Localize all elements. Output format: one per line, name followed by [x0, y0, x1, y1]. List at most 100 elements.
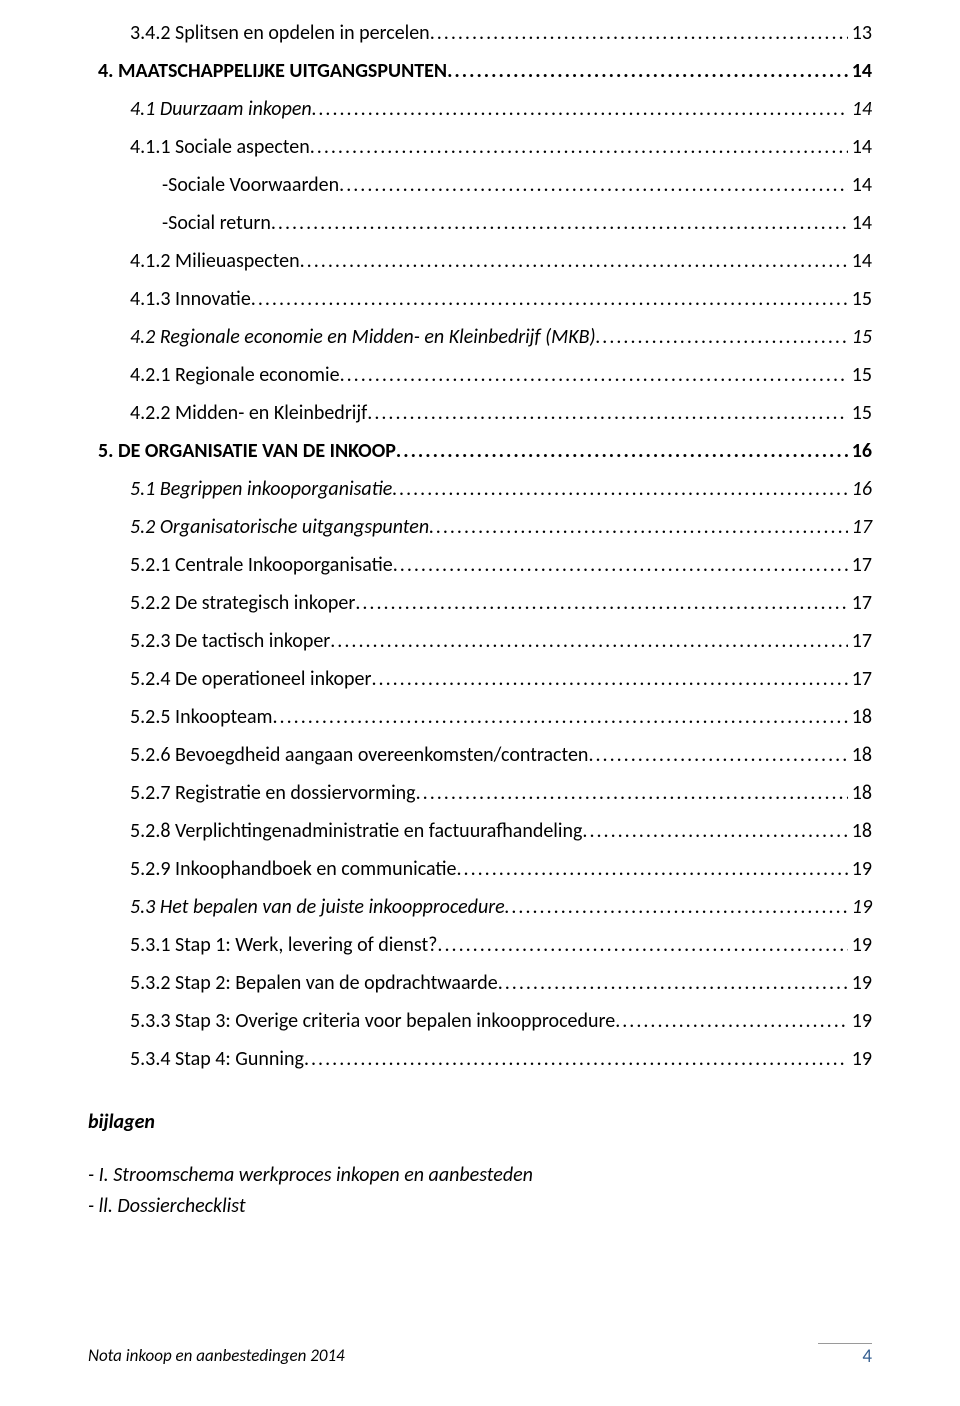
- toc-entry-page: 18: [848, 812, 872, 850]
- toc-entry-page: 19: [848, 1002, 872, 1040]
- toc-entry-label: 5. DE ORGANISATIE VAN DE INKOOP: [98, 432, 396, 470]
- toc-entry-label: 5.2.2 De strategisch inkoper: [130, 584, 355, 622]
- toc-entry-page: 19: [848, 926, 872, 964]
- toc-entry: 5.2.2 De strategisch inkoper............…: [88, 584, 872, 622]
- toc-entry: 5. DE ORGANISATIE VAN DE INKOOP.........…: [88, 432, 872, 470]
- toc-entry-label: 4.2.1 Regionale economie: [130, 356, 340, 394]
- toc-dot-leader: ........................................…: [498, 964, 848, 1002]
- toc-dot-leader: ........................................…: [396, 432, 848, 470]
- toc-entry: -Social return..........................…: [88, 204, 872, 242]
- toc-entry-label: 5.2.9 Inkoophandboek en communicatie: [130, 850, 456, 888]
- toc-entry: 4.1.3 Innovatie.........................…: [88, 280, 872, 318]
- toc-dot-leader: ........................................…: [304, 1040, 848, 1078]
- toc-entry-page: 14: [848, 166, 872, 204]
- toc-entry-page: 17: [848, 584, 872, 622]
- toc-entry-label: 4.1.1 Sociale aspecten: [130, 128, 310, 166]
- toc-entry: 5.3.1 Stap 1: Werk, levering of dienst?.…: [88, 926, 872, 964]
- toc-entry-page: 15: [848, 280, 872, 318]
- toc-entry-label: 5.2.6 Bevoegdheid aangaan overeenkomsten…: [130, 736, 588, 774]
- toc-entry-label: 5.2.4 De operationeel inkoper: [130, 660, 371, 698]
- toc-dot-leader: ........................................…: [340, 356, 848, 394]
- toc-entry: 5.3.2 Stap 2: Bepalen van de opdrachtwaa…: [88, 964, 872, 1002]
- toc-entry: 4.1 Duurzaam inkopen....................…: [88, 90, 872, 128]
- toc-entry-label: 5.2.1 Centrale Inkooporganisatie: [130, 546, 393, 584]
- toc-dot-leader: ........................................…: [582, 812, 847, 850]
- toc-dot-leader: ........................................…: [430, 14, 848, 52]
- toc-dot-leader: ........................................…: [393, 546, 848, 584]
- toc-dot-leader: ........................................…: [596, 318, 848, 356]
- toc-dot-leader: ........................................…: [312, 90, 848, 128]
- toc-entry-label: 4.1.2 Milieuaspecten: [130, 242, 300, 280]
- appendix-item: - ll. Dossierchecklist: [88, 1191, 872, 1222]
- toc-entry: -Sociale Voorwaarden....................…: [88, 166, 872, 204]
- toc-entry-page: 19: [848, 964, 872, 1002]
- toc-entry-label: 5.2.7 Registratie en dossiervorming: [130, 774, 416, 812]
- toc-entry-page: 17: [848, 660, 872, 698]
- toc-entry-label: 5.3 Het bepalen van de juiste inkoopproc…: [130, 888, 505, 926]
- toc-entry: 4.2.2 Midden- en Kleinbedrijf...........…: [88, 394, 872, 432]
- toc-entry: 5.3.3 Stap 3: Overige criteria voor bepa…: [88, 1002, 872, 1040]
- toc-dot-leader: ........................................…: [310, 128, 848, 166]
- toc-entry: 5.2.3 De tactisch inkoper...............…: [88, 622, 872, 660]
- toc-entry-label: -Social return: [162, 204, 271, 242]
- toc-entry: 3.4.2 Splitsen en opdelen in percelen...…: [88, 14, 872, 52]
- toc-entry: 5.2.7 Registratie en dossiervorming.....…: [88, 774, 872, 812]
- footer-rule: [818, 1343, 872, 1344]
- toc-dot-leader: ........................................…: [392, 470, 847, 508]
- toc-entry: 5.2.5 Inkoopteam........................…: [88, 698, 872, 736]
- toc-entry: 4.2 Regionale economie en Midden- en Kle…: [88, 318, 872, 356]
- toc-entry-page: 14: [848, 52, 872, 90]
- toc-entry-label: 5.2.5 Inkoopteam: [130, 698, 273, 736]
- toc-entry-page: 15: [848, 394, 872, 432]
- toc-entry-label: 3.4.2 Splitsen en opdelen in percelen: [130, 14, 430, 52]
- toc-entry-page: 18: [848, 736, 872, 774]
- toc-entry-page: 15: [848, 318, 872, 356]
- toc-entry: 5.2 Organisatorische uitgangspunten.....…: [88, 508, 872, 546]
- page-footer: Nota inkoop en aanbestedingen 2014 4: [88, 1345, 872, 1366]
- toc-entry: 4.1.1 Sociale aspecten..................…: [88, 128, 872, 166]
- toc-entry: 5.2.8 Verplichtingenadministratie en fac…: [88, 812, 872, 850]
- toc-dot-leader: ........................................…: [371, 660, 847, 698]
- toc-dot-leader: ........................................…: [355, 584, 847, 622]
- toc-dot-leader: ........................................…: [429, 508, 848, 546]
- toc-entry: 5.2.4 De operationeel inkoper...........…: [88, 660, 872, 698]
- toc-entry-label: 5.2 Organisatorische uitgangspunten: [130, 508, 429, 546]
- toc-dot-leader: ........................................…: [505, 888, 848, 926]
- table-of-contents: 3.4.2 Splitsen en opdelen in percelen...…: [88, 14, 872, 1078]
- toc-entry: 5.2.6 Bevoegdheid aangaan overeenkomsten…: [88, 736, 872, 774]
- toc-entry-page: 18: [848, 698, 872, 736]
- toc-entry: 5.2.1 Centrale Inkooporganisatie........…: [88, 546, 872, 584]
- appendix-item: - I. Stroomschema werkproces inkopen en …: [88, 1160, 872, 1191]
- toc-entry: 4. MAATSCHAPPELIJKE UITGANGSPUNTEN......…: [88, 52, 872, 90]
- toc-entry-page: 17: [848, 508, 872, 546]
- toc-entry-page: 14: [848, 128, 872, 166]
- toc-entry-page: 13: [848, 14, 872, 52]
- toc-dot-leader: ........................................…: [437, 926, 847, 964]
- toc-entry-page: 16: [848, 470, 872, 508]
- toc-entry-page: 18: [848, 774, 872, 812]
- appendices-heading: bijlagen: [88, 1110, 872, 1134]
- toc-entry-label: -Sociale Voorwaarden: [162, 166, 339, 204]
- toc-entry: 5.1 Begrippen inkooporganisatie.........…: [88, 470, 872, 508]
- toc-dot-leader: ........................................…: [300, 242, 848, 280]
- toc-entry-page: 19: [848, 1040, 872, 1078]
- toc-entry-label: 4.1.3 Innovatie: [130, 280, 251, 318]
- toc-dot-leader: ........................................…: [330, 622, 847, 660]
- toc-entry-label: 5.2.3 De tactisch inkoper: [130, 622, 330, 660]
- toc-entry-label: 4.1 Duurzaam inkopen: [130, 90, 312, 128]
- toc-entry: 5.3 Het bepalen van de juiste inkoopproc…: [88, 888, 872, 926]
- toc-dot-leader: ........................................…: [271, 204, 848, 242]
- toc-entry: 4.1.2 Milieuaspecten....................…: [88, 242, 872, 280]
- toc-entry-label: 5.3.3 Stap 3: Overige criteria voor bepa…: [130, 1002, 615, 1040]
- toc-dot-leader: ........................................…: [273, 698, 848, 736]
- toc-entry: 5.2.9 Inkoophandboek en communicatie....…: [88, 850, 872, 888]
- toc-entry-label: 5.3.2 Stap 2: Bepalen van de opdrachtwaa…: [130, 964, 498, 1002]
- footer-page-number: 4: [862, 1345, 872, 1368]
- toc-dot-leader: ........................................…: [416, 774, 848, 812]
- toc-entry-label: 4.2 Regionale economie en Midden- en Kle…: [130, 318, 596, 356]
- toc-dot-leader: ........................................…: [339, 166, 848, 204]
- toc-entry-label: 4. MAATSCHAPPELIJKE UITGANGSPUNTEN: [98, 52, 447, 90]
- toc-dot-leader: ........................................…: [251, 280, 848, 318]
- toc-dot-leader: ........................................…: [367, 394, 847, 432]
- toc-entry-page: 17: [848, 546, 872, 584]
